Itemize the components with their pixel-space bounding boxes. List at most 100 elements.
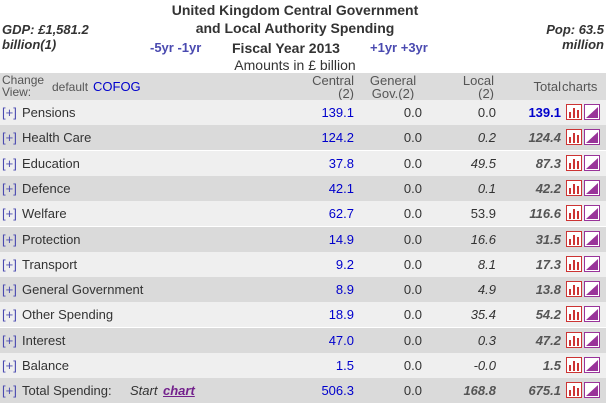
central-value: 14.9 (328, 231, 354, 247)
central-value: 9.2 (335, 256, 354, 272)
central-value: 37.8 (328, 155, 354, 171)
expand-button[interactable]: [+] (2, 256, 17, 272)
total-value: 31.5 (535, 231, 561, 247)
area-chart-icon[interactable] (584, 357, 600, 373)
fiscal-year: Fiscal Year 2013 (232, 40, 340, 56)
table-row: [+] Interest 47.0 0.0 0.3 47.2 (0, 327, 606, 354)
bar-chart-icon[interactable] (566, 331, 582, 348)
bar-chart-icon[interactable] (566, 255, 582, 272)
central-value: 506.3 (321, 383, 354, 399)
row-label: Transport (22, 256, 78, 272)
bar-chart-icon[interactable] (566, 205, 582, 222)
area-chart-icon[interactable] (584, 154, 600, 171)
expand-button[interactable]: [+] (2, 231, 17, 247)
local-value: 0.2 (477, 130, 496, 146)
area-chart-icon[interactable] (584, 230, 600, 247)
local-value: 4.9 (477, 282, 496, 298)
area-chart-icon[interactable] (584, 306, 600, 323)
row-label: Pensions (22, 105, 76, 120)
central-value: 18.9 (328, 307, 354, 323)
view-cofog[interactable]: COFOG (93, 79, 141, 94)
general-value: 0.0 (403, 206, 422, 222)
header-row: Change View: default COFOG Central (2) G… (0, 73, 606, 101)
local-value: -0.0 (473, 358, 496, 373)
general-value: 0.0 (403, 180, 422, 196)
row-label: Protection (22, 231, 81, 247)
title: United Kingdom Central Government (171, 2, 419, 18)
row-label: Education (22, 155, 80, 171)
column-header: Central (2) (312, 73, 354, 101)
area-chart-icon[interactable] (584, 331, 600, 348)
area-chart-icon[interactable] (584, 104, 600, 120)
central-value: 62.7 (328, 206, 354, 222)
table-row: [+] Education 37.8 0.0 49.5 87.3 (0, 150, 606, 177)
start-label: Start (130, 383, 158, 399)
expand-button[interactable]: [+] (2, 332, 17, 348)
local-value: 168.8 (463, 383, 496, 399)
local-value: 16.6 (470, 231, 496, 247)
prev-link[interactable]: -5yr -1yr (150, 40, 202, 55)
bar-chart-icon[interactable] (566, 129, 582, 146)
central-value: 42.1 (328, 180, 354, 196)
bar-chart-icon[interactable] (566, 230, 582, 247)
area-chart-icon[interactable] (584, 382, 600, 399)
expand-button[interactable]: [+] (2, 155, 17, 171)
next-link[interactable]: +1yr +3yr (370, 40, 428, 55)
expand-button[interactable]: [+] (2, 206, 17, 222)
table-row: [+] Other Spending 18.9 0.0 35.4 54.2 (0, 302, 606, 329)
expand-button[interactable]: [+] (2, 282, 17, 298)
area-chart-icon[interactable] (584, 281, 600, 298)
expand-button[interactable]: [+] (2, 307, 17, 323)
general-value: 0.0 (403, 282, 422, 298)
bar-chart-icon[interactable] (566, 179, 582, 196)
local-value: 35.4 (470, 307, 496, 323)
bar-chart-icon[interactable] (566, 104, 582, 120)
row-label: Health Care (22, 130, 92, 146)
local-value: 0.1 (477, 180, 496, 196)
central-value: 1.5 (335, 358, 354, 373)
general-value: 0.0 (403, 332, 422, 348)
total-value: 54.2 (535, 307, 561, 323)
gdp: GDP: £1,581.2 billion(1) (2, 22, 89, 52)
general-value: 0.0 (403, 105, 422, 120)
central-value: 139.1 (321, 105, 354, 120)
table-row: [+] Transport 9.2 0.0 8.1 17.3 (0, 251, 606, 278)
total-value: 17.3 (535, 256, 561, 272)
chart-link[interactable]: chart (163, 383, 195, 399)
bar-chart-icon[interactable] (566, 154, 582, 171)
bar-chart-icon[interactable] (566, 357, 582, 373)
table-row: [+] Protection 14.9 0.0 16.6 31.5 (0, 226, 606, 253)
total-value: 13.8 (535, 282, 561, 298)
expand-button[interactable]: [+] (2, 358, 17, 373)
population: Pop: 63.5 million (546, 22, 604, 52)
table-row: [+] Defence 42.1 0.0 0.1 42.2 (0, 175, 606, 202)
view-default[interactable]: default (52, 80, 89, 94)
total-value: 87.3 (535, 155, 561, 171)
bar-chart-icon[interactable] (566, 382, 582, 399)
title: and Local Authority Spending (195, 20, 395, 36)
total-value: 675.1 (528, 383, 561, 399)
area-chart-icon[interactable] (584, 255, 600, 272)
general-value: 0.0 (403, 256, 422, 272)
row-label: Welfare (22, 206, 67, 222)
bar-chart-icon[interactable] (566, 281, 582, 298)
column-header: Total (533, 79, 561, 94)
column-header: Local (2) (462, 73, 494, 101)
total-label: Total Spending: (22, 383, 112, 399)
expand-button[interactable]: [+] (2, 130, 17, 146)
bar-chart-icon[interactable] (566, 306, 582, 323)
general-value: 0.0 (403, 307, 422, 323)
table-row: [+] Health Care 124.2 0.0 0.2 124.4 (0, 125, 606, 152)
general-value: 0.0 (403, 155, 422, 171)
expand-button[interactable]: [+] (2, 105, 17, 120)
local-value: 49.5 (470, 155, 496, 171)
area-chart-icon[interactable] (584, 205, 600, 222)
local-value: 8.1 (477, 256, 496, 272)
total-value: 42.2 (535, 180, 561, 196)
area-chart-icon[interactable] (584, 179, 600, 196)
expand-button[interactable]: [+] (2, 180, 17, 196)
central-value: 124.2 (321, 130, 354, 146)
column-header: charts (562, 79, 598, 94)
expand-button[interactable]: [+] (2, 383, 17, 399)
area-chart-icon[interactable] (584, 129, 600, 146)
